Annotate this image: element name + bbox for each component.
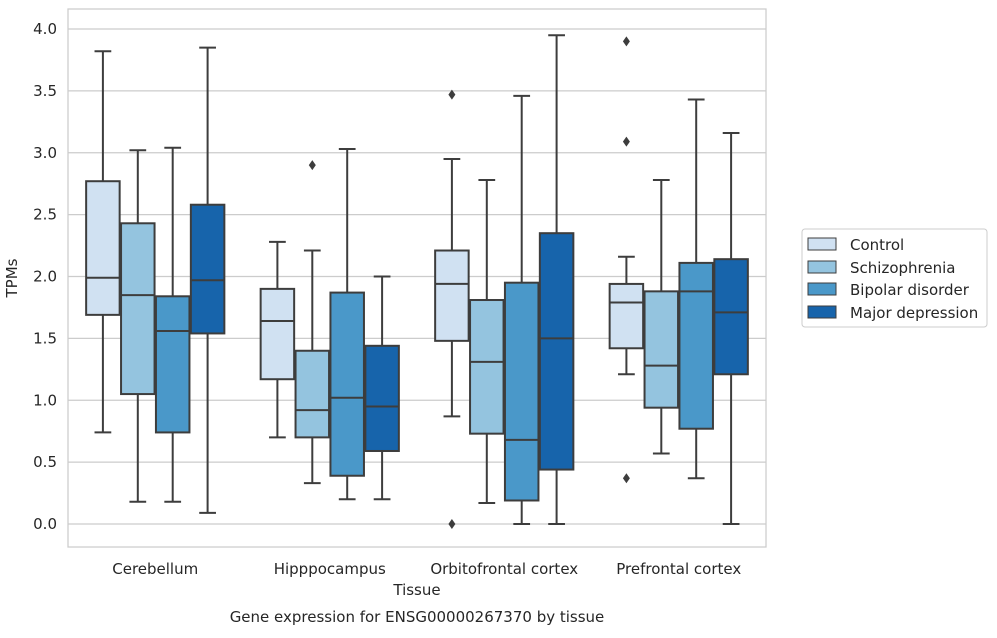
outlier-point <box>622 36 630 47</box>
box-bipolar-disorder <box>154 146 191 503</box>
x-tick-label: Hipppocampus <box>274 560 386 578</box>
box-iqr <box>713 258 749 376</box>
box-schizophrenia <box>294 160 331 485</box>
box-iqr <box>364 344 400 452</box>
box-iqr <box>120 222 156 396</box>
y-tick-label: 4.0 <box>33 20 57 38</box>
boxes <box>85 34 749 529</box>
box-bipolar-disorder <box>329 148 365 501</box>
x-tick-label: Orbitofrontal cortex <box>430 560 578 578</box>
y-tick-label: 2.5 <box>33 206 57 224</box>
y-tick-label: 3.0 <box>33 144 57 162</box>
outlier-point <box>622 136 630 147</box>
box-major-depression <box>364 275 400 501</box>
y-tick-label: 1.5 <box>33 329 57 347</box>
legend-label-control: Control <box>850 236 904 254</box>
box-control <box>608 36 645 484</box>
box-major-depression <box>713 131 749 525</box>
box-major-depression <box>189 46 226 514</box>
y-tick-label: 1.0 <box>33 391 57 409</box>
outlier-point <box>622 473 630 484</box>
box-iqr <box>329 291 365 477</box>
box-iqr <box>538 232 575 471</box>
legend-label-bipolar-disorder: Bipolar disorder <box>850 281 970 299</box>
y-tick-label: 0.0 <box>33 515 57 533</box>
legend-swatch-major-depression <box>807 305 837 319</box>
plot-area <box>67 8 767 548</box>
box-bipolar-disorder <box>503 94 540 525</box>
box-control <box>259 240 296 439</box>
box-control <box>434 89 470 529</box>
legend: Control Schizophrenia Bipolar disorder M… <box>801 228 988 328</box>
box-iqr <box>503 281 540 502</box>
box-iqr <box>678 261 714 430</box>
box-iqr <box>259 287 296 381</box>
y-tick-label: 2.0 <box>33 268 57 286</box>
box-schizophrenia <box>469 178 505 504</box>
box-iqr <box>154 295 191 434</box>
box-schizophrenia <box>120 149 156 503</box>
box-iqr <box>643 290 680 409</box>
box-iqr <box>85 180 121 316</box>
box-iqr <box>608 282 645 350</box>
box-iqr <box>434 249 470 342</box>
x-tick-label: Cerebellum <box>112 560 198 578</box>
y-tick-label: 3.5 <box>33 82 57 100</box>
gridlines <box>68 28 766 525</box>
outlier-point <box>308 160 316 171</box>
y-tick-labels: 0.0 0.5 1.0 1.5 2.0 2.5 3.0 3.5 4.0 <box>33 20 57 533</box>
figure-caption: Gene expression for ENSG00000267370 by t… <box>230 608 605 626</box>
box-iqr <box>469 299 505 435</box>
box-control <box>85 50 121 434</box>
box-bipolar-disorder <box>678 98 714 480</box>
outlier-point <box>448 519 456 529</box>
y-tick-label: 0.5 <box>33 453 57 471</box>
box-iqr <box>294 349 331 439</box>
x-tick-label: Prefrontal cortex <box>616 560 741 578</box>
legend-label-schizophrenia: Schizophrenia <box>850 259 955 277</box>
legend-swatch-bipolar-disorder <box>807 282 837 296</box>
x-tick-labels: Cerebellum Hipppocampus Orbitofrontal cort… <box>112 560 741 578</box>
legend-swatch-schizophrenia <box>807 260 837 274</box>
box-iqr <box>189 203 226 335</box>
outlier-point <box>448 89 456 100</box>
legend-label-major-depression: Major depression <box>850 304 978 322</box>
box-schizophrenia <box>643 178 680 455</box>
legend-swatch-control <box>807 237 837 251</box>
legend-frame <box>801 228 988 328</box>
y-axis-label: TPMs <box>3 258 21 298</box>
x-axis-label: Tissue <box>392 581 440 599</box>
box-major-depression <box>538 34 575 525</box>
